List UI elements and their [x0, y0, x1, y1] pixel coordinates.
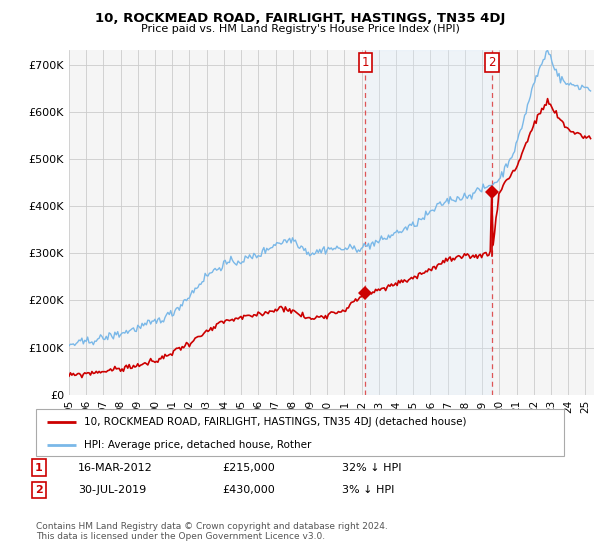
Bar — [365, 50, 492, 395]
Text: 1: 1 — [35, 463, 43, 473]
Text: 10, ROCKMEAD ROAD, FAIRLIGHT, HASTINGS, TN35 4DJ (detached house): 10, ROCKMEAD ROAD, FAIRLIGHT, HASTINGS, … — [83, 417, 466, 427]
Text: 2: 2 — [35, 485, 43, 495]
Text: £215,000: £215,000 — [222, 463, 275, 473]
Text: 10, ROCKMEAD ROAD, FAIRLIGHT, HASTINGS, TN35 4DJ: 10, ROCKMEAD ROAD, FAIRLIGHT, HASTINGS, … — [95, 12, 505, 25]
Text: Contains HM Land Registry data © Crown copyright and database right 2024.
This d: Contains HM Land Registry data © Crown c… — [36, 522, 388, 542]
Text: £430,000: £430,000 — [222, 485, 275, 495]
FancyBboxPatch shape — [36, 409, 564, 456]
Text: 30-JUL-2019: 30-JUL-2019 — [78, 485, 146, 495]
Text: 32% ↓ HPI: 32% ↓ HPI — [342, 463, 401, 473]
Text: 2: 2 — [488, 55, 496, 68]
Text: HPI: Average price, detached house, Rother: HPI: Average price, detached house, Roth… — [83, 440, 311, 450]
Text: 1: 1 — [361, 55, 369, 68]
Text: 3% ↓ HPI: 3% ↓ HPI — [342, 485, 394, 495]
Text: 16-MAR-2012: 16-MAR-2012 — [78, 463, 153, 473]
Text: Price paid vs. HM Land Registry's House Price Index (HPI): Price paid vs. HM Land Registry's House … — [140, 24, 460, 34]
